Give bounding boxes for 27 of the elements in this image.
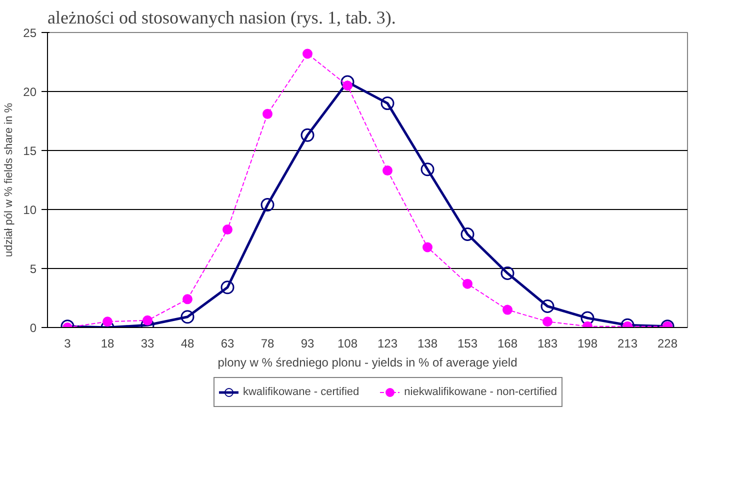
y-tick-label: 5: [30, 262, 37, 276]
x-tick-label: 33: [140, 336, 154, 350]
x-tick-label: 183: [537, 336, 558, 350]
y-axis-title: udział pól w % fields share in %: [3, 102, 16, 258]
y-tick-label: 15: [23, 144, 37, 158]
x-tick-label: 63: [220, 336, 234, 350]
x-tick-label: 108: [337, 336, 358, 350]
x-tick-label: 228: [657, 336, 678, 350]
x-tick-label: 48: [180, 336, 194, 350]
x-tick-label: 93: [300, 336, 314, 350]
text: ależności od stosowanych nasion (rys. 1, tab. 3).: [48, 8, 396, 28]
x-tick-label: 3: [64, 336, 72, 350]
x-tick-label: 153: [457, 336, 478, 350]
legend-label: kwalifikowane - certified: [242, 386, 360, 398]
x-axis-title: plony w % średniego plonu - yields in % of average yield: [218, 356, 518, 370]
x-tick-label: 168: [497, 336, 518, 350]
x-tick-label: 123: [377, 336, 398, 350]
x-tick-label: 138: [417, 336, 438, 350]
y-tick-label: 10: [23, 203, 37, 217]
x-tick-label: 198: [577, 336, 598, 350]
legend-label: niekwalifikowane - non-certified: [404, 386, 558, 398]
x-tick-label: 213: [617, 336, 638, 350]
y-tick-label: 0: [30, 321, 37, 335]
x-tick-label: 78: [260, 336, 274, 350]
y-tick-label: 25: [23, 26, 37, 40]
y-tick-label: 20: [23, 85, 37, 99]
x-tick-label: 18: [100, 336, 114, 350]
